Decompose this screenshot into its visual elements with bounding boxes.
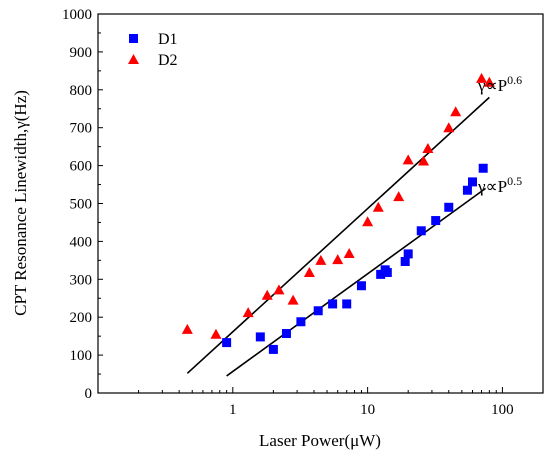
y-tick-label: 300 [70,272,93,288]
fit-annotation-upper-label: γ∝P [477,76,507,95]
y-tick-label: 0 [85,386,93,402]
data-point-d2 [422,143,434,154]
plot-area [98,14,543,393]
legend-box [111,27,197,73]
data-point-d1 [478,163,488,173]
data-point-d2 [273,284,285,295]
fit-annotation-lower-exponent: 0.5 [507,174,522,188]
data-point-d1 [281,328,291,338]
data-point-d1 [444,202,454,212]
fit-annotation-upper-exponent: 0.6 [507,73,522,87]
legend: D1 D2 [111,27,197,73]
data-point-d1 [462,185,472,195]
y-axis-ticks: 0 100 200 300 400 500 600 700 800 900 1000 [62,7,103,402]
data-point-d2 [418,155,430,166]
y-tick-label: 700 [70,121,93,137]
data-point-d1 [400,256,410,266]
fit-annotation-lower-label: γ∝P [477,177,507,196]
y-axis-title: CPT Resonance Linewidth,γ(Hz) [11,90,30,316]
data-point-d2 [402,154,414,165]
data-point-d1 [296,317,306,327]
data-point-d1 [416,226,426,236]
data-point-d1 [255,332,265,342]
data-point-d1 [222,338,232,348]
x-tick-label: 10 [360,402,375,418]
data-point-d1 [268,344,278,354]
data-point-d2 [261,289,273,300]
y-tick-label: 100 [70,348,93,364]
data-series [181,72,495,354]
data-point-d1 [403,249,413,259]
data-point-d2 [483,76,495,87]
data-point-d2 [476,72,488,83]
fit-line [186,96,490,374]
fit-line [226,187,487,377]
x-tick-label: 100 [491,402,514,418]
y-tick-label: 200 [70,310,93,326]
data-point-d2 [315,254,327,265]
data-point-d1 [376,269,386,279]
legend-square-marker [129,34,138,43]
legend-label-d2: D2 [158,52,178,69]
fit-lines [186,96,490,377]
data-point-d2 [343,248,355,259]
data-point-d2 [393,191,405,202]
y-tick-label: 600 [70,159,93,175]
data-point-d2 [372,201,384,212]
y-tick-label: 500 [70,197,93,213]
data-point-d2 [210,328,222,339]
y-tick-label: 400 [70,234,93,250]
data-point-d2 [362,216,374,227]
x-tick-label: 1 [229,402,237,418]
fit-annotation-lower: γ∝P0.5 [477,174,522,196]
y-tick-label: 800 [70,83,93,99]
y-tick-label: 1000 [62,7,92,23]
x-axis-title: Laser Power(μW) [259,431,381,450]
data-point-d2 [332,254,344,265]
data-point-d1 [313,306,323,316]
data-point-d2 [242,307,254,318]
data-point-d1 [342,299,352,309]
data-point-d2 [443,122,455,133]
data-point-d1 [431,216,441,226]
data-point-d2 [181,323,193,334]
data-point-d2 [450,106,462,117]
data-point-d1 [468,177,478,187]
data-point-d1 [328,299,338,309]
legend-triangle-marker [128,54,139,64]
data-point-d2 [287,294,299,305]
legend-label-d1: D1 [158,31,178,48]
fit-annotation-upper: γ∝P0.6 [477,73,522,95]
x-axis-ticks: 1 10 100 [138,387,514,418]
data-point-d1 [356,281,366,291]
data-point-d2 [303,266,315,277]
data-point-d1 [382,267,392,277]
y-tick-label: 900 [70,45,93,61]
